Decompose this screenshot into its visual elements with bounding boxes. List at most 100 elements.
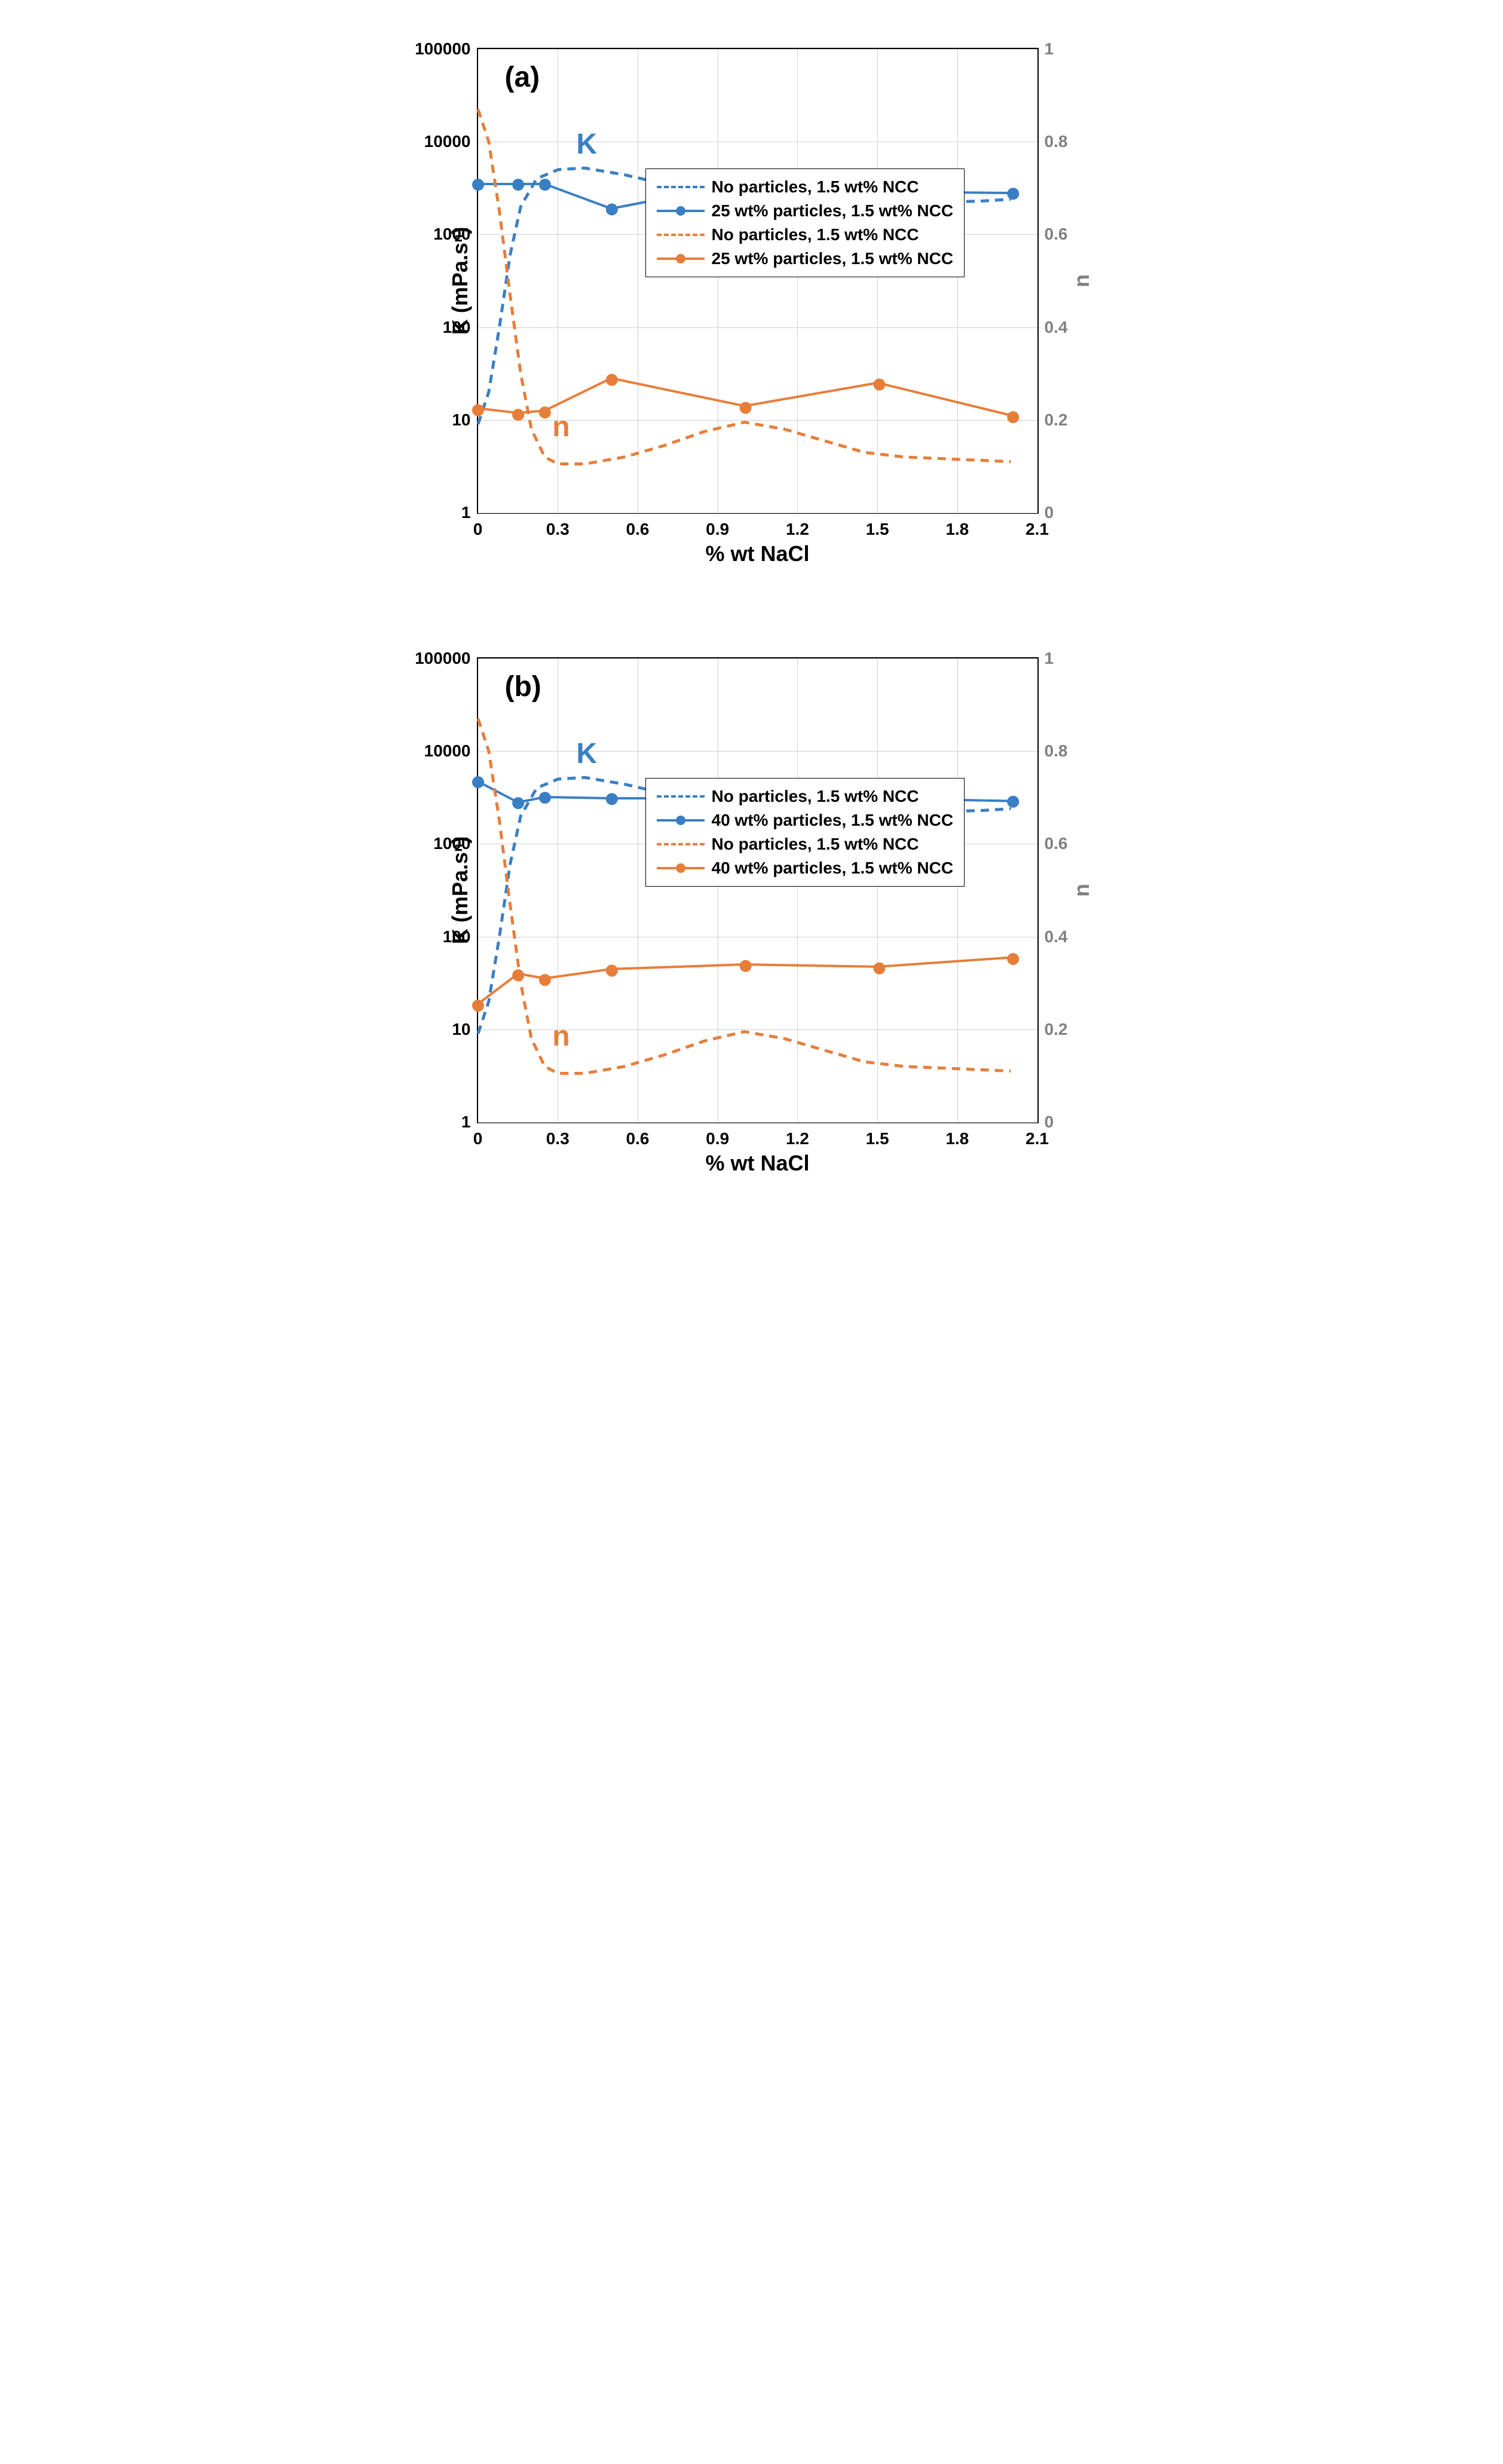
n-series-label: n bbox=[552, 410, 570, 443]
xtick: 0.9 bbox=[706, 520, 729, 539]
legend-swatch bbox=[657, 835, 705, 853]
legend-item: No particles, 1.5 wt% NCC bbox=[657, 175, 954, 199]
legend-text: 25 wt% particles, 1.5 wt% NCC bbox=[712, 201, 954, 220]
xtick: 0.6 bbox=[626, 1129, 649, 1148]
ytick-left: 1 bbox=[461, 503, 471, 522]
legend: No particles, 1.5 wt% NCC 25 wt% particle… bbox=[645, 168, 965, 277]
legend-item: 25 wt% particles, 1.5 wt% NCC bbox=[657, 247, 954, 271]
xtick: 1.8 bbox=[945, 520, 969, 539]
ytick-right: 0 bbox=[1045, 503, 1054, 522]
marker-n-40-particles bbox=[605, 965, 617, 977]
marker-K-40-particles bbox=[512, 797, 524, 809]
markers-svg bbox=[478, 658, 1040, 1124]
ytick-right: 1 bbox=[1045, 39, 1054, 59]
marker-n-25-particles bbox=[472, 404, 484, 416]
marker-n-40-particles bbox=[512, 969, 524, 981]
ytick-right: 0.4 bbox=[1045, 927, 1068, 946]
k-series-label: K bbox=[576, 737, 597, 770]
panel-label: (a) bbox=[505, 61, 540, 94]
chart-panel-a: 11010010001000010000000.30.60.91.21.51.8… bbox=[393, 24, 1110, 609]
marker-n-25-particles bbox=[1007, 411, 1019, 423]
ytick-right: 0.6 bbox=[1045, 834, 1068, 853]
legend-text: 25 wt% particles, 1.5 wt% NCC bbox=[712, 249, 954, 268]
xtick: 1.8 bbox=[945, 1129, 969, 1148]
marker-n-40-particles bbox=[1007, 953, 1019, 965]
marker-K-25-particles bbox=[472, 179, 484, 191]
marker-n-25-particles bbox=[512, 409, 524, 421]
xtick: 0 bbox=[473, 520, 483, 539]
marker-n-25-particles bbox=[739, 402, 751, 414]
chart-panel-b: 11010010001000010000000.30.60.91.21.51.8… bbox=[393, 633, 1110, 1219]
legend-item: 40 wt% particles, 1.5 wt% NCC bbox=[657, 856, 954, 880]
marker-n-25-particles bbox=[873, 379, 885, 391]
plot-area-a: 11010010001000010000000.30.60.91.21.51.8… bbox=[477, 48, 1039, 514]
y1-axis-label: K (mPa.sⁿ) bbox=[448, 836, 473, 944]
legend-text: No particles, 1.5 wt% NCC bbox=[712, 835, 919, 854]
ytick-left: 10 bbox=[452, 410, 470, 430]
ytick-left: 10 bbox=[452, 1020, 470, 1039]
legend-item: No particles, 1.5 wt% NCC bbox=[657, 832, 954, 856]
marker-K-40-particles bbox=[1007, 796, 1019, 808]
marker-n-40-particles bbox=[472, 1000, 484, 1012]
marker-K-40-particles bbox=[472, 776, 484, 788]
marker-K-25-particles bbox=[605, 204, 617, 216]
ytick-right: 1 bbox=[1045, 649, 1054, 668]
ytick-right: 0.2 bbox=[1045, 410, 1068, 430]
marker-n-40-particles bbox=[739, 960, 751, 972]
y2-axis-label: n bbox=[1069, 274, 1094, 287]
y2-axis-label: n bbox=[1069, 884, 1094, 897]
legend-item: 25 wt% particles, 1.5 wt% NCC bbox=[657, 199, 954, 223]
legend-swatch bbox=[657, 202, 705, 220]
ytick-right: 0.6 bbox=[1045, 225, 1068, 244]
legend-swatch bbox=[657, 811, 705, 829]
ytick-left: 1 bbox=[461, 1113, 471, 1132]
marker-n-40-particles bbox=[873, 963, 885, 974]
xtick: 0.9 bbox=[706, 1129, 729, 1148]
ytick-left: 10000 bbox=[424, 741, 471, 761]
legend-text: No particles, 1.5 wt% NCC bbox=[712, 787, 919, 806]
n-series-label: n bbox=[552, 1020, 570, 1053]
xtick: 1.2 bbox=[786, 1129, 809, 1148]
ytick-right: 0.2 bbox=[1045, 1020, 1068, 1039]
xtick: 1.2 bbox=[786, 520, 809, 539]
ytick-right: 0.8 bbox=[1045, 132, 1068, 151]
ytick-left: 10000 bbox=[424, 132, 471, 151]
marker-K-25-particles bbox=[538, 179, 550, 191]
xtick: 0 bbox=[473, 1129, 483, 1148]
marker-K-25-particles bbox=[512, 179, 524, 191]
legend-text: No particles, 1.5 wt% NCC bbox=[712, 177, 919, 197]
legend-text: 40 wt% particles, 1.5 wt% NCC bbox=[712, 811, 954, 830]
legend-swatch bbox=[657, 787, 705, 805]
legend-item: 40 wt% particles, 1.5 wt% NCC bbox=[657, 808, 954, 832]
plot-area-b: 11010010001000010000000.30.60.91.21.51.8… bbox=[477, 657, 1039, 1123]
ytick-left: 100000 bbox=[415, 39, 470, 59]
ytick-right: 0.4 bbox=[1045, 318, 1068, 337]
legend-swatch bbox=[657, 250, 705, 268]
xtick: 2.1 bbox=[1026, 1129, 1049, 1148]
x-axis-label: % wt NaCl bbox=[705, 541, 809, 566]
legend-text: 40 wt% particles, 1.5 wt% NCC bbox=[712, 859, 954, 878]
x-axis-label: % wt NaCl bbox=[705, 1151, 809, 1176]
xtick: 0.3 bbox=[546, 520, 570, 539]
marker-K-40-particles bbox=[605, 793, 617, 805]
markers-svg bbox=[478, 49, 1040, 515]
legend-swatch bbox=[657, 859, 705, 877]
legend: No particles, 1.5 wt% NCC 40 wt% particle… bbox=[645, 778, 965, 887]
marker-K-40-particles bbox=[538, 792, 550, 804]
legend-item: No particles, 1.5 wt% NCC bbox=[657, 223, 954, 247]
legend-swatch bbox=[657, 226, 705, 244]
xtick: 2.1 bbox=[1026, 520, 1049, 539]
y1-axis-label: K (mPa.sⁿ) bbox=[448, 227, 473, 335]
xtick: 0.3 bbox=[546, 1129, 570, 1148]
xtick: 0.6 bbox=[626, 520, 649, 539]
legend-text: No particles, 1.5 wt% NCC bbox=[712, 225, 919, 244]
ytick-left: 100000 bbox=[415, 649, 470, 668]
k-series-label: K bbox=[576, 128, 597, 161]
xtick: 1.5 bbox=[866, 1129, 889, 1148]
ytick-right: 0 bbox=[1045, 1113, 1054, 1132]
marker-n-25-particles bbox=[605, 374, 617, 386]
legend-swatch bbox=[657, 178, 705, 196]
marker-n-40-particles bbox=[538, 974, 550, 986]
marker-n-25-particles bbox=[538, 406, 550, 418]
ytick-right: 0.8 bbox=[1045, 741, 1068, 761]
